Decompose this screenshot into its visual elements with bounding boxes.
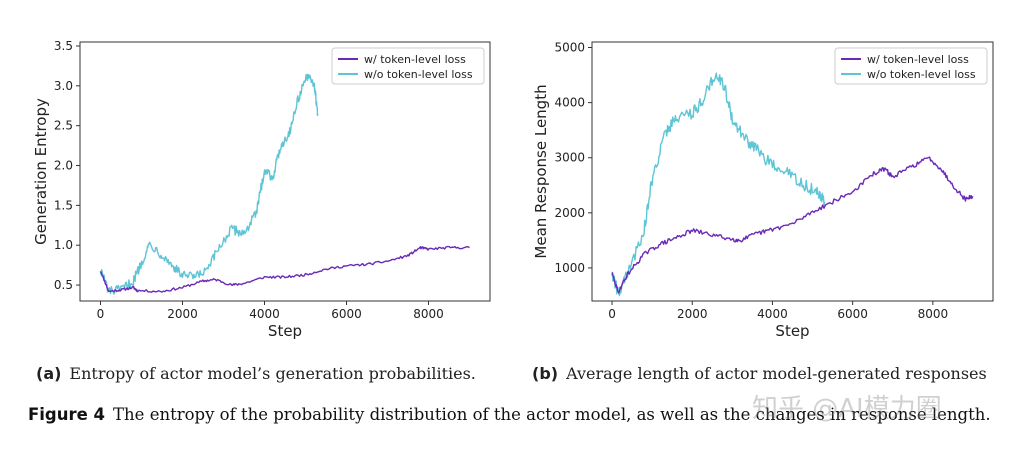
subcaption-b-tag: (b) [532, 364, 559, 383]
x-tick-label: 4000 [757, 307, 788, 321]
y-tick-label: 1.5 [54, 198, 73, 212]
legend-label: w/o token-level loss [364, 68, 473, 81]
y-tick-label: 1.0 [54, 238, 73, 252]
legend-label: w/ token-level loss [364, 53, 466, 66]
subcaption-b-text: Average length of actor model-generated … [566, 364, 987, 383]
y-tick-label: 2.5 [54, 119, 73, 133]
subcaption-a: (a) Entropy of actor model’s generation p… [36, 364, 476, 383]
chart-entropy: 0 2000 4000 6000 8000 0.5 1.0 1.5 2.0 2.5 3.0 3.5 St… [32, 39, 491, 340]
x-tick-label: 2000 [167, 307, 198, 321]
y-tick-label: 3.5 [54, 39, 73, 53]
legend-label: w/o token-level loss [867, 68, 976, 81]
y-tick-label: 3.0 [54, 79, 73, 93]
figure-label: Figure 4 [28, 405, 106, 424]
y-tick-label: 5000 [554, 41, 585, 55]
watermark: 知乎 @AI模力圈 [752, 394, 942, 424]
legend-box [331, 47, 485, 85]
x-tick-label: 6000 [331, 307, 362, 321]
plot-frame [79, 41, 491, 302]
y-tick-label: 4000 [554, 96, 585, 110]
legend: w/ token-level loss w/o token-level loss [331, 47, 485, 85]
figure-caption-text: The entropy of the probability distribut… [113, 405, 991, 424]
plot-frame [591, 41, 994, 302]
x-tick-label: 6000 [837, 307, 868, 321]
figure-caption: Figure 4 The entropy of the probability d… [28, 405, 991, 424]
y-axis-label: Generation Entropy [32, 98, 50, 245]
x-axis-label: Step [268, 322, 302, 340]
x-tick-label: 8000 [918, 307, 949, 321]
y-tick-label: 0.5 [54, 278, 73, 292]
x-tick-label: 0 [97, 307, 105, 321]
chart-response-length: 0 2000 4000 6000 8000 1000 2000 3000 4000 5000 Ste… [532, 41, 994, 340]
y-tick-label: 3000 [554, 151, 585, 165]
y-tick-label: 2.0 [54, 159, 73, 173]
legend-box [834, 47, 988, 85]
subcaption-a-text: Entropy of actor model’s generation prob… [69, 364, 476, 383]
y-tick-label: 1000 [554, 261, 585, 275]
series-line [99, 245, 470, 293]
series-line [611, 72, 826, 297]
x-tick-label: 4000 [249, 307, 280, 321]
y-tick-label: 2000 [554, 206, 585, 220]
subcaption-b: (b) Average length of actor model-generat… [532, 364, 987, 383]
legend: w/ token-level loss w/o token-level loss [834, 47, 988, 85]
x-tick-label: 8000 [413, 307, 444, 321]
legend-label: w/ token-level loss [867, 53, 969, 66]
subcaption-a-tag: (a) [36, 364, 62, 383]
series-line [99, 73, 319, 295]
x-tick-label: 0 [608, 307, 616, 321]
x-axis-label: Step [775, 322, 809, 340]
y-axis-label: Mean Response Length [532, 84, 550, 258]
series-line [611, 156, 974, 294]
x-tick-label: 2000 [677, 307, 708, 321]
